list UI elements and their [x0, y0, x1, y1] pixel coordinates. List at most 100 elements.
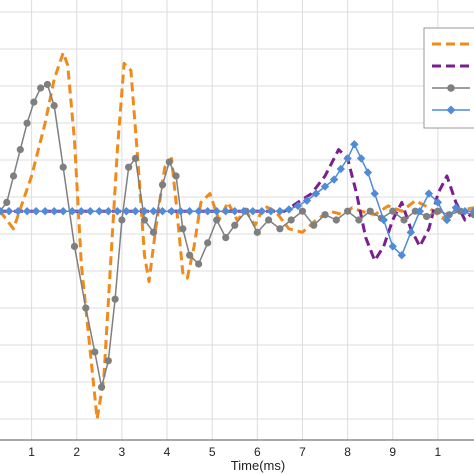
data-point — [140, 216, 149, 224]
data-point — [49, 207, 59, 216]
data-point — [332, 216, 340, 224]
data-point — [248, 207, 257, 216]
series-3 — [0, 80, 474, 391]
data-point — [311, 189, 321, 198]
data-point — [302, 196, 312, 205]
data-point — [356, 154, 366, 163]
data-point — [86, 207, 95, 216]
data-point — [253, 228, 261, 236]
data-point — [204, 239, 212, 247]
data-point — [40, 207, 50, 216]
x-axis-title: Time(ms) — [231, 458, 285, 473]
data-point — [9, 172, 18, 180]
x-tick-label: 9 — [389, 445, 396, 459]
data-point — [298, 207, 307, 215]
data-point — [125, 163, 133, 171]
data-point — [23, 119, 31, 127]
series-line — [0, 51, 474, 421]
data-point — [77, 207, 86, 216]
x-tick-label: 5 — [209, 445, 216, 459]
data-point — [363, 168, 373, 177]
data-point — [239, 207, 248, 216]
data-point — [194, 207, 203, 216]
data-point — [22, 207, 32, 216]
data-point — [355, 216, 363, 224]
data-point — [82, 304, 90, 312]
data-point — [186, 251, 194, 259]
data-point — [221, 207, 230, 216]
data-point — [213, 216, 221, 224]
data-point — [97, 383, 106, 391]
data-point — [257, 207, 267, 216]
data-point — [350, 140, 359, 149]
series-4 — [0, 140, 474, 260]
x-tick-label: 8 — [344, 445, 351, 459]
data-point — [469, 207, 474, 216]
data-point — [222, 234, 230, 242]
legend-marker — [447, 84, 455, 92]
data-point — [265, 216, 273, 224]
data-point — [231, 221, 239, 229]
data-point — [451, 203, 461, 212]
data-point — [31, 207, 41, 216]
x-tick-label: 3 — [119, 445, 126, 459]
x-tick-label: 1 — [435, 445, 442, 459]
data-point — [423, 212, 431, 221]
data-point — [275, 207, 285, 216]
data-point — [149, 228, 158, 236]
data-point — [43, 80, 52, 89]
data-point — [50, 102, 58, 110]
series-line — [0, 148, 474, 262]
data-point — [388, 242, 397, 251]
data-point — [158, 207, 167, 216]
series-line — [0, 83, 474, 388]
data-point — [400, 216, 408, 224]
data-point — [4, 207, 14, 216]
data-point — [284, 205, 294, 214]
legend-marker — [446, 105, 456, 115]
data-point — [433, 198, 443, 207]
data-point — [411, 207, 419, 215]
data-point — [366, 207, 374, 215]
data-point — [230, 207, 239, 216]
data-point — [0, 207, 5, 216]
data-point — [30, 98, 38, 106]
x-axis-tick-labels: 1 2 3 4 5 6 7 8 9 1 — [28, 445, 441, 459]
data-point — [13, 207, 23, 216]
data-point — [104, 207, 113, 216]
data-point — [158, 181, 167, 189]
data-point — [95, 207, 104, 216]
data-point — [16, 146, 24, 154]
data-point — [185, 207, 194, 216]
data-point — [293, 201, 303, 211]
data-point — [122, 207, 131, 216]
data-point — [37, 84, 45, 92]
data-point — [321, 211, 329, 219]
data-point — [59, 163, 67, 171]
data-point — [344, 207, 352, 215]
data-point — [424, 189, 434, 198]
data-point — [442, 215, 452, 225]
data-point — [379, 215, 388, 225]
data-point — [149, 207, 158, 216]
series-1 — [0, 51, 474, 421]
data-point — [203, 207, 212, 216]
data-point — [131, 207, 140, 216]
data-point — [68, 207, 77, 216]
data-point — [176, 207, 185, 216]
data-point — [59, 207, 68, 216]
x-tick-label: 1 — [28, 445, 35, 459]
series-line — [0, 143, 474, 256]
data-point — [320, 182, 330, 191]
data-point — [167, 207, 176, 216]
data-point — [131, 154, 140, 162]
data-point — [434, 207, 442, 215]
data-point — [70, 242, 79, 250]
data-point — [113, 207, 122, 216]
legend — [423, 27, 474, 129]
data-point — [179, 225, 187, 233]
data-point — [266, 207, 276, 216]
data-point — [172, 172, 180, 180]
x-tick-label: 4 — [164, 445, 171, 459]
